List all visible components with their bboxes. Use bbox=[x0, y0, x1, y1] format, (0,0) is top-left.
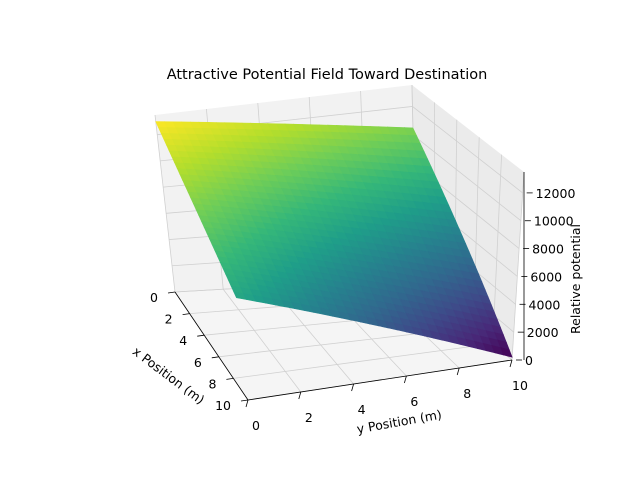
y-axis-line bbox=[247, 359, 513, 401]
y-tick-label: 8 bbox=[463, 386, 471, 401]
z-axis-label: Relative potential bbox=[568, 224, 583, 334]
x-tick-mark bbox=[211, 356, 219, 359]
potential-surface bbox=[155, 121, 513, 358]
y-tick-mark bbox=[245, 399, 249, 408]
y-tick-label: 0 bbox=[252, 418, 260, 433]
x-tick-mark bbox=[197, 334, 205, 337]
x-tick-label: 2 bbox=[165, 312, 173, 327]
z-tick-label: 10000 bbox=[534, 214, 574, 229]
z-tick-label: 12000 bbox=[536, 186, 576, 201]
x-tick-mark bbox=[226, 378, 234, 380]
y-tick-mark bbox=[298, 391, 302, 400]
y-tick-label: 4 bbox=[358, 402, 366, 417]
x-tick-label: 4 bbox=[179, 333, 187, 348]
z-tick-label: 2000 bbox=[527, 325, 559, 340]
y-tick-mark bbox=[456, 367, 460, 376]
x-tick-label: 8 bbox=[208, 376, 216, 391]
x-tick-label: 0 bbox=[150, 290, 158, 305]
x-tick-mark bbox=[167, 291, 176, 294]
y-tick-mark bbox=[404, 375, 407, 384]
x-tick-mark bbox=[182, 313, 190, 315]
x-tick-label: 6 bbox=[194, 355, 202, 370]
z-tick-label: 8000 bbox=[532, 242, 564, 257]
x-tick-mark bbox=[240, 399, 249, 402]
y-tick-label: 6 bbox=[410, 394, 418, 409]
x-tick-label: 10 bbox=[215, 398, 231, 413]
y-axis-label: y Position (m) bbox=[356, 407, 443, 437]
surface-patch bbox=[500, 347, 513, 358]
y-tick-mark bbox=[351, 383, 354, 392]
axes: 0246810024681002000400060008000100001200… bbox=[150, 172, 575, 433]
y-tick-label: 10 bbox=[512, 378, 528, 393]
chart-title: Attractive Potential Field Toward Destin… bbox=[167, 67, 488, 83]
x-axis-line bbox=[174, 291, 249, 401]
z-tick-label: 6000 bbox=[530, 269, 562, 284]
y-tick-label: 2 bbox=[305, 410, 313, 425]
x-axis-label: x Position (m) bbox=[130, 344, 208, 408]
z-tick-label: 4000 bbox=[529, 297, 561, 312]
y-tick-mark bbox=[509, 359, 513, 368]
z-tick-label: 0 bbox=[525, 353, 533, 368]
